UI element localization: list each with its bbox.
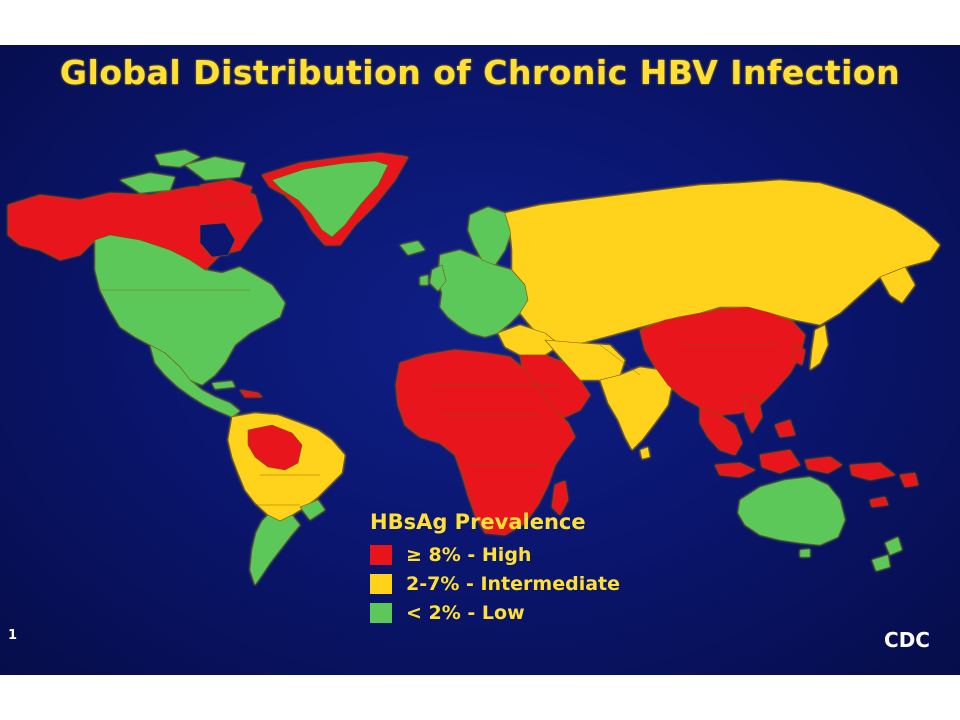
- map-region-low: [211, 380, 236, 390]
- legend-label-intermediate: 2-7% - Intermediate: [406, 572, 621, 595]
- map-region-high: [759, 449, 801, 474]
- map-region-low: [799, 548, 811, 558]
- legend: HBsAg Prevalence ≥ 8% - High 2-7% - Inte…: [370, 510, 620, 627]
- legend-item-high: ≥ 8% - High: [370, 540, 620, 569]
- legend-swatch-high: [370, 544, 392, 565]
- map-region-high: [899, 472, 919, 488]
- map-region-intermediate: [809, 324, 829, 371]
- map-region-high: [744, 394, 763, 434]
- map-region-low: [119, 172, 176, 194]
- region-amazon: [247, 424, 303, 471]
- map-region-intermediate: [639, 446, 651, 460]
- map-region-low: [299, 499, 326, 521]
- map-region-high: [714, 462, 756, 478]
- map-region-high: [199, 179, 253, 206]
- map-region-low: [871, 554, 891, 572]
- region-arctic-north-america: [7, 184, 263, 271]
- region-australia: [737, 476, 846, 546]
- legend-item-low: < 2% - Low: [370, 598, 620, 627]
- region-south-asia: [599, 366, 673, 451]
- map-region-high: [869, 496, 889, 508]
- map-region-high: [804, 456, 843, 474]
- legend-label-low: < 2% - Low: [406, 601, 525, 624]
- map-region-high: [792, 344, 806, 366]
- credit-label: CDC: [884, 628, 930, 652]
- legend-swatch-low: [370, 602, 392, 623]
- region-africa: [395, 349, 576, 536]
- map-region-high: [551, 480, 569, 516]
- slide-number: 1: [8, 628, 18, 643]
- map-region-low: [884, 536, 903, 556]
- map-region-low: [429, 264, 447, 292]
- map-region-low: [154, 149, 201, 168]
- map-region-low: [419, 274, 429, 286]
- region-southeast-asia: [699, 406, 743, 456]
- map-region-low: [467, 206, 513, 266]
- map-region-high: [849, 462, 896, 481]
- map-region-high: [239, 389, 263, 398]
- map-region-intermediate: [879, 266, 916, 304]
- map-region-low: [399, 240, 426, 256]
- legend-label-high: ≥ 8% - High: [406, 543, 532, 566]
- region-southern-cone: [249, 514, 301, 586]
- map-region-high: [774, 419, 796, 438]
- legend-title: HBsAg Prevalence: [370, 510, 586, 534]
- legend-item-intermediate: 2-7% - Intermediate: [370, 569, 620, 598]
- map-region-low: [149, 344, 241, 418]
- region-greenland: [271, 160, 389, 238]
- slide: Global Distribution of Chronic HBV Infec…: [0, 45, 960, 675]
- map-region-intermediate: [497, 324, 561, 356]
- world-map: [7, 149, 941, 586]
- slide-title: Global Distribution of Chronic HBV Infec…: [59, 53, 901, 92]
- region-china: [639, 306, 806, 416]
- legend-swatch-intermediate: [370, 573, 392, 594]
- region-north-america: [94, 234, 286, 386]
- region-russia: [504, 179, 941, 346]
- map-region-low: [184, 156, 246, 181]
